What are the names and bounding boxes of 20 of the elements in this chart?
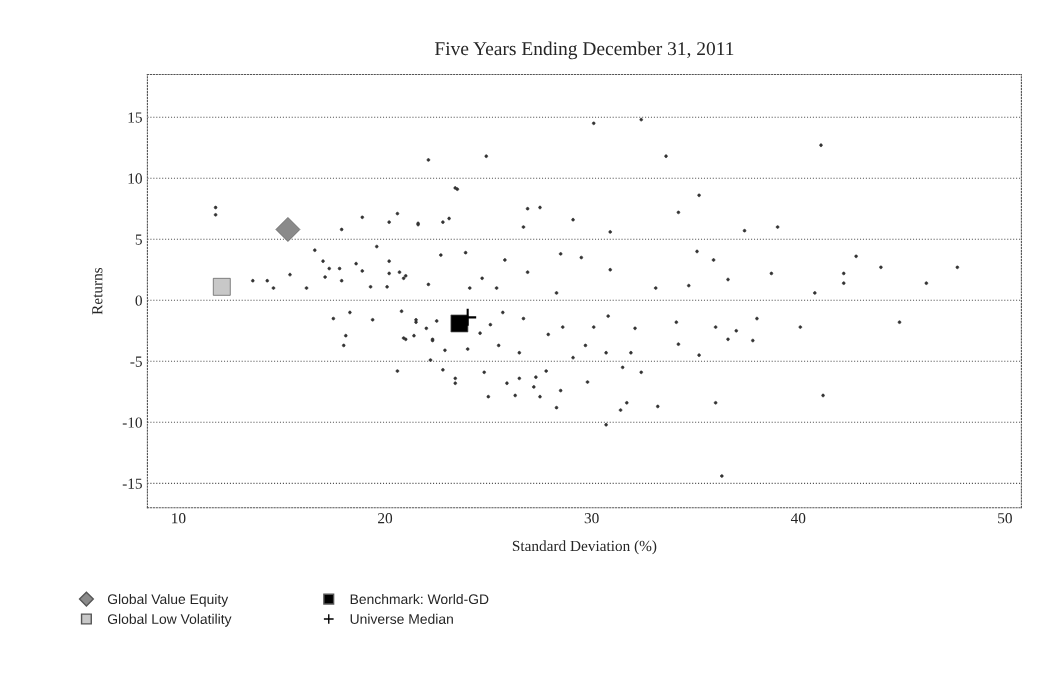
y-tick-label: -5 [130,356,142,367]
legend-label: Global Value Equity [107,593,229,607]
y-tick-label: 10 [128,173,142,184]
y-tick-label: 5 [135,234,142,245]
legend-label: Benchmark: World-GD [350,593,489,605]
x-axis-title: Standard Deviation (%) [512,540,657,555]
x-tick-label: 30 [584,513,599,524]
chart-title: Five Years Ending December 31, 2011 [434,41,734,60]
x-tick-label: 40 [790,513,806,524]
x-tick-label: 20 [378,513,393,524]
x-tick-label: 10 [172,513,186,524]
point [275,217,301,242]
y-tick-label: 0 [135,295,142,306]
x-tick-label: 50 [998,513,1012,524]
y-axis-title: Returns [92,267,103,315]
legend-label: Global Low Volatility [107,613,232,627]
y-tick-label: 15 [128,112,142,123]
y-tick-label: -15 [122,478,142,489]
y-tick-label: -10 [122,417,142,428]
legend-label: Universe Median [350,613,453,624]
